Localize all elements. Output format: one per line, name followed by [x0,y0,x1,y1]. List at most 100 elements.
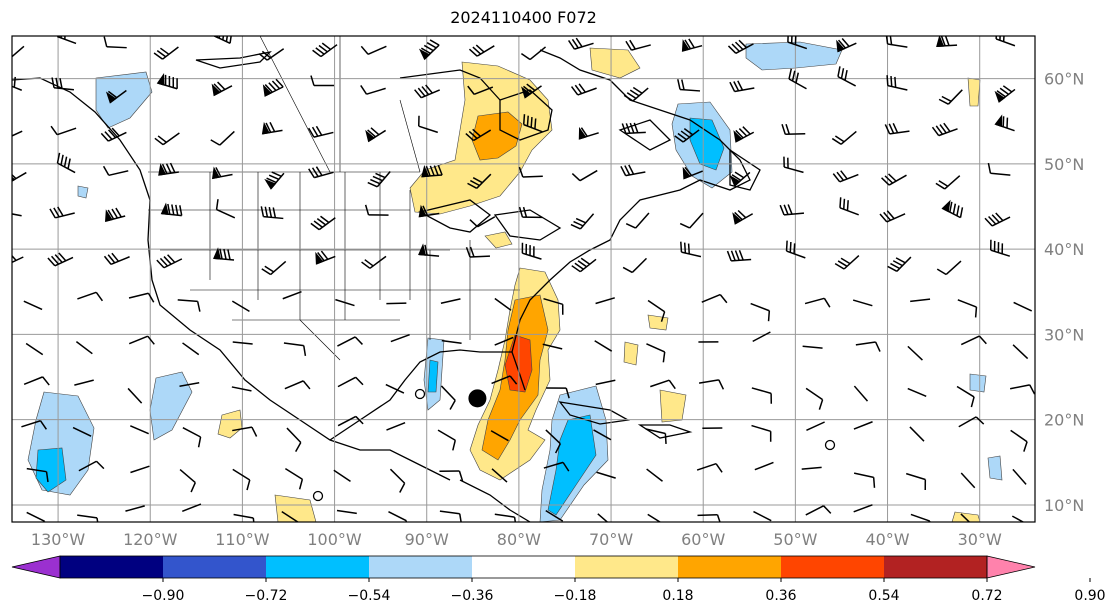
wind-barb [156,254,183,269]
wind-barb [104,207,126,222]
wind-barb [75,341,93,355]
wind-barb [994,85,1016,103]
wind-barb [418,243,440,257]
wind-barb [571,169,598,182]
wind-barb [621,122,646,135]
wind-barb [336,509,357,515]
wind-barb [385,383,405,394]
wind-barb [494,513,517,522]
wind-barb [832,170,859,183]
wind-barb [521,242,542,260]
map-title: 2024110400 F072 [450,8,597,27]
wind-barb [337,415,364,427]
colorbar-extend-high [986,555,1036,579]
wind-barb [941,199,964,219]
wind-barb [831,130,857,145]
wind-barb [679,212,704,229]
wind-barb [887,256,912,272]
wind-barb [465,246,491,258]
wind-barb [103,36,127,49]
wind-barb [125,505,145,512]
wind-barb [543,297,564,315]
wind-barb [72,426,92,437]
wind-barb [127,387,143,404]
wind-barb [231,386,252,392]
wind-barb [490,430,509,442]
wind-barb [907,387,927,397]
latitude-label: 30°N [1044,325,1084,344]
wind-barb [47,252,74,267]
wind-barb [853,385,869,402]
wind-barb [51,77,75,91]
wind-barb [785,240,806,259]
wind-barb [465,128,492,142]
wind-barb [333,469,351,482]
wind-barb [907,345,923,361]
wind-barb [701,293,728,304]
colorbar-tick-label: −0.90 [142,588,185,604]
wind-barb [77,514,100,522]
wind-barb [439,470,464,482]
wind-barb [308,125,334,138]
wind-barb [153,46,179,60]
longitude-label: 100°W [307,530,362,549]
wind-barb [50,125,77,136]
wind-barb [232,468,251,491]
wind-barb [308,166,334,179]
wind-barb [837,66,856,87]
colorbar-tick-label: 0.18 [662,588,693,604]
wind-barb [261,121,283,135]
wind-barb [682,166,703,180]
colorbar [11,555,1036,579]
wind-barb [543,461,570,472]
wind-barb [360,85,386,95]
wind-barb [806,421,825,431]
wind-barb [388,510,408,522]
wind-barb [130,425,149,435]
wind-barb [677,79,701,92]
wind-barb [26,511,46,522]
wind-barb [804,297,831,308]
wind-barb [935,175,961,190]
longitude-label: 30°W [958,530,1002,549]
wind-barb [931,122,958,137]
wind-barb [994,114,1015,132]
wind-barb [468,44,495,57]
wind-barb [752,331,771,343]
wind-barb [179,469,196,493]
wind-barb [570,83,597,96]
wind-barb [286,427,302,452]
wind-barb [364,204,389,216]
wind-barb [853,472,876,488]
wind-barb [729,80,755,93]
wind-barb [938,89,963,105]
wind-barb [647,299,666,322]
wind-barb [779,204,805,216]
wind-barb [264,171,285,190]
wind-barb [623,86,649,102]
wind-barb [1012,344,1029,360]
colorbar-tick-label: 0.54 [868,588,899,604]
wind-barb [160,202,183,217]
wind-barbs [12,36,1035,522]
wind-barb [697,513,722,522]
wind-barb [360,45,387,55]
wind-barb [960,472,976,489]
wind-barb [77,291,104,302]
wind-barb [337,376,364,388]
wind-barb [258,48,285,61]
wind-barb [103,252,130,266]
wind-barb [984,212,1011,227]
wind-barb [158,162,179,176]
wind-barb [154,132,180,146]
wind-barb [418,115,438,134]
wind-barb [751,424,772,442]
wind-barb [726,249,752,262]
wind-barb [567,37,594,50]
wind-barb [989,239,1011,257]
wind-barb [179,382,200,387]
wind-barb [987,162,1011,176]
wind-barb [595,297,615,305]
wind-barb [545,429,562,454]
